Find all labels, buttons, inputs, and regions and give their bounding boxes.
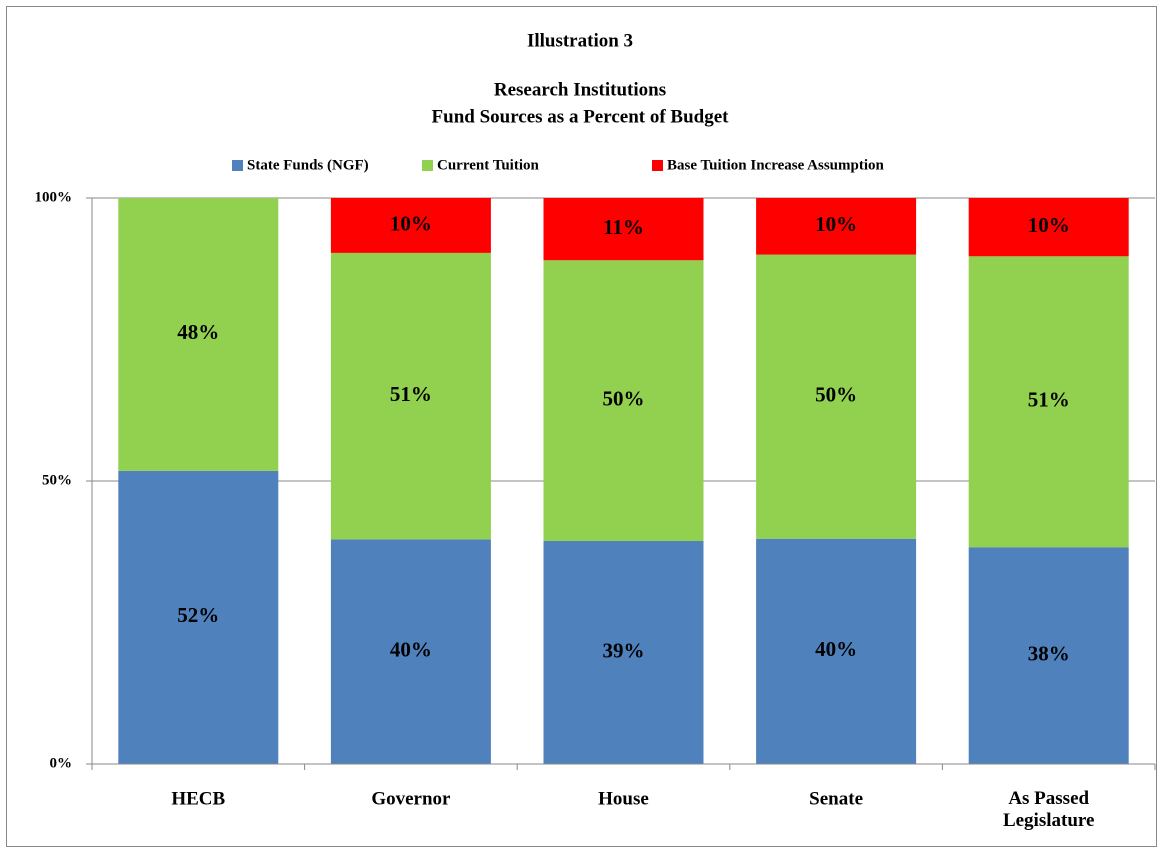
y-tick-label: 50% (42, 472, 72, 488)
legend-label: State Funds (NGF) (247, 157, 369, 173)
x-tick-label: Senate (809, 788, 863, 809)
bar-segment (543, 260, 704, 541)
data-label: 10% (390, 211, 432, 235)
legend-swatch (422, 160, 433, 171)
data-label: 10% (1028, 213, 1070, 237)
x-tick-label: Governor (371, 788, 451, 809)
bar-segment (756, 254, 917, 539)
data-label: 50% (815, 382, 857, 406)
bar-segment (118, 198, 279, 471)
bar-segment (968, 547, 1129, 764)
bar-segment (756, 538, 917, 764)
x-tick-label: House (598, 788, 649, 809)
legend-label: Base Tuition Increase Assumption (667, 157, 885, 173)
legend-swatch (652, 160, 663, 171)
bar-segment (118, 470, 279, 764)
data-label: 50% (603, 386, 645, 410)
bar-segment (543, 198, 704, 261)
bar-segment (756, 198, 917, 255)
data-label: 51% (390, 382, 432, 406)
data-label: 38% (1028, 641, 1070, 665)
data-label: 11% (603, 215, 644, 239)
bar-segment (968, 256, 1129, 548)
y-tick-label: 0% (50, 755, 73, 771)
chart-subtitle: Fund Sources as a Percent of Budget (432, 106, 730, 127)
x-tick-label: As Passed Legislature (1003, 788, 1094, 831)
data-label: 10% (815, 212, 857, 236)
data-label: 48% (177, 320, 219, 344)
data-label: 52% (177, 603, 219, 627)
bar-segment (330, 198, 491, 253)
legend-label: Current Tuition (437, 157, 539, 173)
bar-segment (543, 540, 704, 764)
bar-segment (330, 252, 491, 540)
bar-segment (330, 539, 491, 764)
data-label: 40% (815, 637, 857, 661)
y-tick-label: 100% (35, 189, 73, 205)
legend-swatch (232, 160, 243, 171)
chart-title: Illustration 3 (527, 30, 633, 51)
bar-segment (968, 198, 1129, 257)
data-label: 40% (390, 637, 432, 661)
chart-subtitle: Research Institutions (494, 79, 666, 100)
data-label: 51% (1028, 388, 1070, 412)
x-tick-label: HECB (171, 788, 225, 809)
data-label: 39% (603, 638, 645, 662)
